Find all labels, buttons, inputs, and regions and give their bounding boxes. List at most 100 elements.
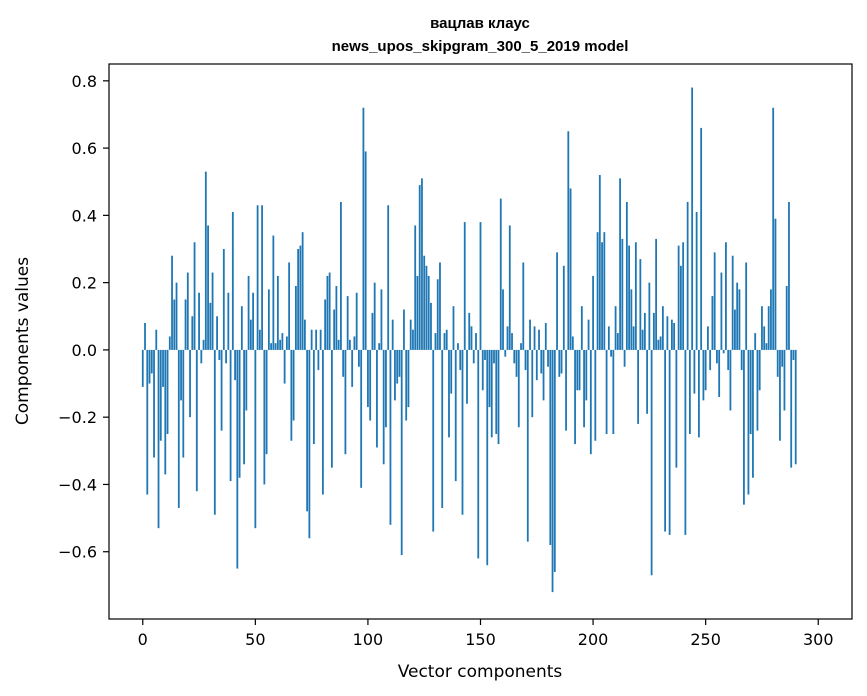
bar	[684, 349, 687, 535]
bar	[209, 302, 212, 350]
bar	[623, 349, 626, 367]
bar	[524, 349, 527, 371]
bar	[707, 326, 709, 350]
bar	[774, 218, 777, 350]
bar	[247, 275, 250, 350]
bar	[218, 349, 221, 360]
bar	[486, 349, 489, 566]
bar	[661, 306, 664, 350]
bar	[276, 275, 279, 350]
bar	[463, 222, 466, 350]
bar	[414, 225, 417, 350]
bar	[670, 319, 673, 350]
bar	[400, 349, 403, 556]
bar	[508, 225, 511, 350]
bar	[560, 349, 563, 374]
bar	[589, 349, 592, 455]
bar	[497, 349, 500, 445]
bar	[488, 349, 491, 408]
bar	[427, 275, 430, 350]
bar	[477, 349, 480, 559]
bar	[688, 349, 691, 434]
bar	[450, 349, 453, 394]
bar	[531, 349, 534, 418]
bar	[792, 349, 795, 360]
bar	[754, 333, 757, 350]
bar	[202, 339, 205, 350]
bar	[781, 349, 784, 367]
bar	[249, 319, 252, 350]
bar	[639, 259, 642, 350]
bar	[650, 349, 653, 576]
bar	[691, 87, 694, 350]
bar	[308, 349, 311, 539]
bar	[675, 349, 678, 468]
bar	[270, 343, 273, 350]
bar	[216, 316, 218, 350]
bar	[141, 349, 144, 387]
bar	[358, 349, 360, 367]
bar	[634, 242, 637, 350]
bar	[785, 286, 788, 350]
y-tick-label: −0.2	[58, 408, 97, 427]
bar	[324, 299, 327, 350]
bar	[490, 349, 493, 438]
bar	[779, 349, 781, 441]
bar	[349, 339, 351, 350]
x-tick-label: 250	[690, 630, 721, 649]
bar	[475, 333, 477, 350]
bar	[664, 349, 667, 532]
bar	[448, 349, 450, 438]
bar	[551, 349, 554, 593]
bar	[466, 349, 468, 404]
bar	[285, 336, 288, 350]
bar	[682, 242, 685, 350]
bar	[443, 333, 446, 350]
bar	[598, 175, 601, 350]
bar	[720, 272, 723, 350]
bars-group	[141, 87, 797, 593]
bar	[180, 349, 182, 401]
bar	[385, 349, 387, 428]
bar	[360, 349, 363, 488]
bar	[326, 275, 329, 350]
bar	[745, 262, 748, 350]
bar	[652, 312, 655, 350]
x-tick-label: 200	[578, 630, 609, 649]
bar	[470, 326, 473, 350]
bar	[367, 349, 369, 408]
bar	[783, 349, 786, 411]
bar	[641, 329, 644, 350]
bar	[364, 151, 367, 350]
bar	[459, 349, 462, 371]
bar	[171, 255, 173, 350]
bar	[153, 349, 155, 458]
bar	[333, 309, 336, 350]
bar	[592, 275, 594, 350]
bar	[605, 349, 608, 434]
bar	[583, 349, 585, 428]
bar	[749, 349, 752, 434]
bar	[468, 312, 471, 350]
bar	[441, 349, 444, 508]
bar	[312, 349, 315, 445]
bar	[421, 178, 423, 350]
bar	[409, 319, 412, 350]
bar	[445, 329, 448, 350]
bar	[614, 306, 617, 350]
bar	[193, 242, 196, 350]
plot-frame	[108, 63, 853, 620]
bar	[788, 201, 790, 350]
bar	[310, 329, 313, 350]
bar	[700, 127, 703, 350]
bar	[747, 349, 750, 495]
bar	[763, 326, 766, 350]
bar	[387, 205, 390, 350]
bar	[315, 329, 318, 350]
bar	[382, 349, 385, 465]
bar	[362, 107, 365, 350]
bar	[213, 349, 216, 515]
y-tick-label: 0.8	[72, 72, 97, 91]
bar	[790, 349, 793, 468]
bar	[290, 349, 293, 441]
